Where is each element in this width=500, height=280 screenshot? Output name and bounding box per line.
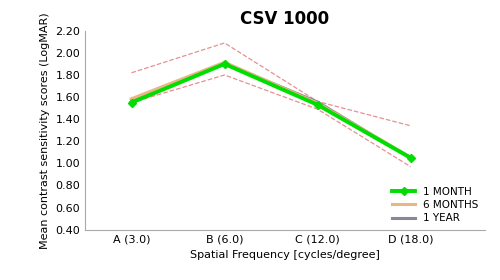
Y-axis label: Mean contrast sensitivity scores (LogMAR): Mean contrast sensitivity scores (LogMAR… bbox=[40, 12, 50, 249]
X-axis label: Spatial Frequency [cycles/degree]: Spatial Frequency [cycles/degree] bbox=[190, 250, 380, 260]
Legend: 1 MONTH, 6 MONTHS, 1 YEAR: 1 MONTH, 6 MONTHS, 1 YEAR bbox=[388, 183, 483, 228]
Title: CSV 1000: CSV 1000 bbox=[240, 10, 330, 28]
